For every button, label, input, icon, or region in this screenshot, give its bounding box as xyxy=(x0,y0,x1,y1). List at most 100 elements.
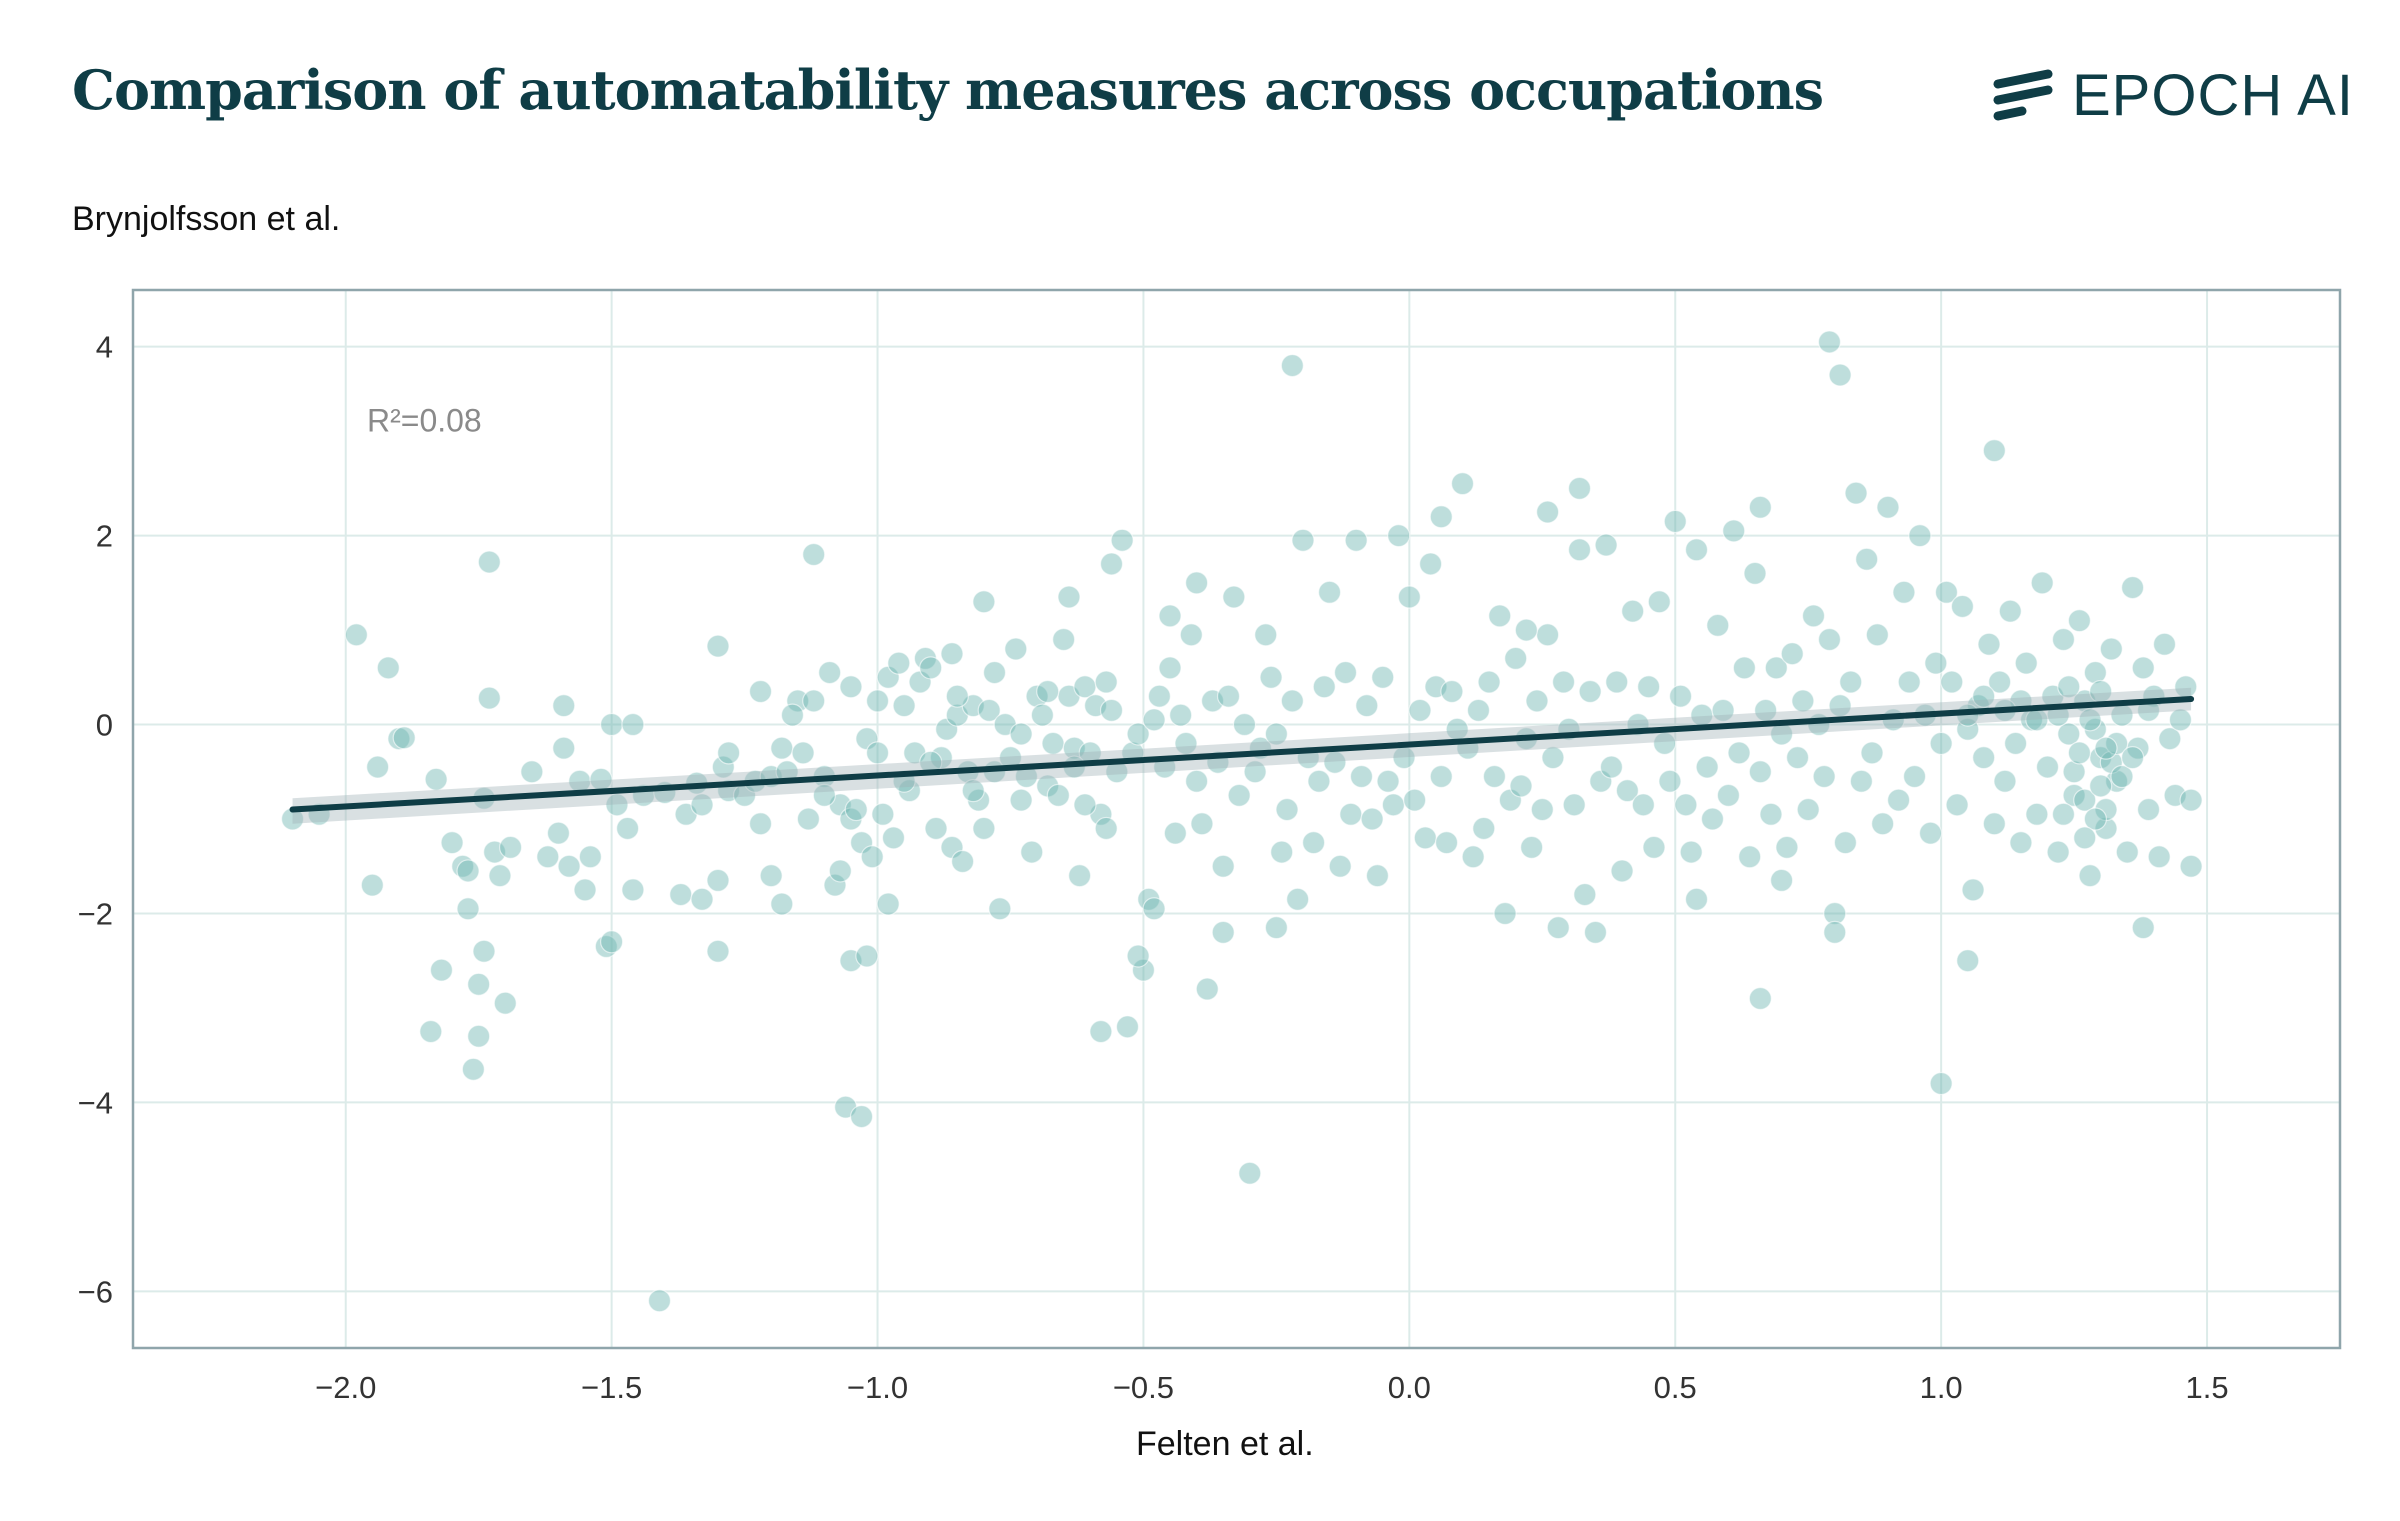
scatter-point xyxy=(1302,831,1326,855)
scatter-point xyxy=(1770,868,1794,893)
r-squared-annotation: R²=0.08 xyxy=(367,403,482,439)
scatter-point xyxy=(429,958,454,982)
scatter-point xyxy=(945,684,969,708)
scatter-point xyxy=(1695,755,1719,779)
scatter-point xyxy=(748,812,773,836)
scatter-point xyxy=(823,873,847,897)
scatter-point xyxy=(706,634,730,658)
scatter-point xyxy=(1158,656,1182,680)
scatter-point xyxy=(1286,887,1310,911)
scatter-point xyxy=(1615,779,1639,803)
scatter-point xyxy=(876,892,900,916)
scatter-point xyxy=(1227,783,1251,807)
scatter-point xyxy=(1886,788,1911,812)
scatter-point xyxy=(2073,826,2097,850)
scatter-point xyxy=(1099,552,1124,576)
scatter-point xyxy=(1254,623,1278,647)
scatter-point xyxy=(1674,793,1698,817)
scatter-point xyxy=(972,590,996,614)
scatter-point xyxy=(1450,472,1475,496)
scatter-point xyxy=(621,712,645,737)
scatter-point xyxy=(1355,694,1379,718)
scatter-point xyxy=(1036,679,1060,704)
scatter-point xyxy=(557,854,581,878)
scatter-point xyxy=(1472,816,1496,841)
scatter-point xyxy=(467,1024,491,1048)
scatter-point xyxy=(1419,552,1443,576)
scatter-point xyxy=(1131,958,1156,982)
scatter-point xyxy=(546,821,571,845)
scatter-point xyxy=(477,686,501,710)
scatter-point xyxy=(1658,769,1682,793)
scatter-point xyxy=(424,767,448,791)
scatter-point xyxy=(1567,476,1592,500)
scatter-point xyxy=(1828,363,1852,387)
scatter-point xyxy=(2115,840,2139,864)
scatter-point xyxy=(1972,745,1996,770)
scatter-point xyxy=(1902,764,1927,789)
scatter-point xyxy=(2083,807,2107,831)
scatter-point xyxy=(812,783,836,807)
scatter-point xyxy=(1312,675,1336,699)
scatter-point xyxy=(1195,977,1219,1001)
scatter-point xyxy=(759,864,783,888)
scatter-point xyxy=(1211,854,1235,878)
scatter-point xyxy=(2057,722,2081,746)
epoch-ai-logo: EPOCH AI xyxy=(1992,62,2354,129)
scatter-point xyxy=(1525,689,1549,713)
scatter-point xyxy=(1169,703,1193,727)
scatter-point xyxy=(1179,623,1203,647)
scatter-point xyxy=(456,859,480,883)
scatter-point xyxy=(600,712,624,737)
scatter-point xyxy=(366,755,390,779)
scatter-point xyxy=(1945,793,1969,817)
scatter-point xyxy=(881,826,906,850)
scatter-point xyxy=(1094,816,1118,841)
scatter-point xyxy=(1865,623,1889,647)
scatter-point xyxy=(1759,802,1783,826)
scatter-point xyxy=(1504,646,1528,671)
scatter-point xyxy=(1466,698,1491,722)
scatter-point xyxy=(1817,330,1842,354)
scatter-point xyxy=(1849,769,1873,793)
scatter-point xyxy=(1578,679,1602,704)
scatter-point xyxy=(1142,708,1166,732)
scatter-point xyxy=(796,807,820,831)
scatter-point xyxy=(892,694,916,718)
scatter-point xyxy=(1785,745,1810,770)
scatter-point xyxy=(690,887,714,911)
scatter-point xyxy=(1536,623,1560,647)
scatter-point xyxy=(1536,500,1560,524)
scatter-point xyxy=(1988,670,2012,694)
scatter-point xyxy=(456,897,480,921)
scatter-point xyxy=(498,835,523,859)
scatter-point xyxy=(2136,797,2161,822)
scatter-point xyxy=(1488,604,1512,628)
scatter-point xyxy=(1482,764,1507,789)
scatter-point xyxy=(988,897,1012,921)
scatter-point xyxy=(1307,769,1331,793)
y-tick-label: 4 xyxy=(96,330,113,365)
scatter-point xyxy=(1775,835,1799,859)
scatter-point xyxy=(467,972,491,996)
scatter-point xyxy=(1052,627,1076,652)
scatter-point xyxy=(1110,528,1134,552)
scatter-point xyxy=(1126,722,1150,746)
scatter-point xyxy=(1493,901,1517,926)
scatter-point xyxy=(2120,575,2145,600)
scatter-point xyxy=(1929,731,1953,756)
scatter-point xyxy=(770,736,794,760)
scatter-point xyxy=(573,878,597,902)
scatter-point xyxy=(717,741,741,765)
x-tick-label: −1.5 xyxy=(581,1370,642,1405)
scatter-point xyxy=(1099,698,1124,722)
scatter-point xyxy=(2179,788,2203,812)
y-tick-label: −4 xyxy=(78,1085,113,1120)
scatter-point xyxy=(1328,854,1352,878)
scatter-point xyxy=(951,849,975,874)
scatter-point xyxy=(1514,618,1538,642)
scatter-point xyxy=(2062,760,2086,784)
scatter-point xyxy=(865,741,890,765)
scatter-point xyxy=(1190,812,1214,836)
